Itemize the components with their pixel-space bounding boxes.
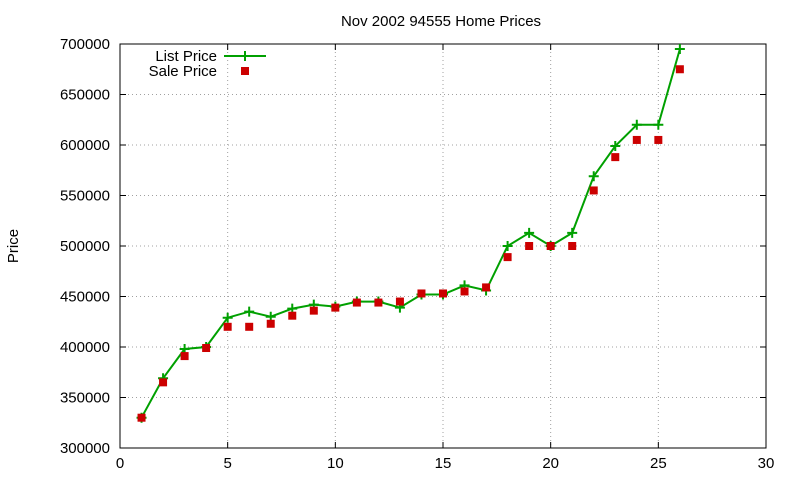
- sale-price-point: [589, 186, 598, 195]
- y-tick-label: 300000: [60, 440, 110, 457]
- list-price-point: [674, 44, 685, 55]
- sale-price-point: [266, 319, 275, 328]
- list-price-point: [502, 241, 513, 251]
- x-tick-label: 30: [758, 455, 775, 472]
- sale-price-point: [482, 283, 491, 292]
- list-price-point: [588, 171, 599, 182]
- y-tick-label: 600000: [60, 137, 110, 154]
- legend-label-sale-price: Sale Price: [149, 63, 217, 80]
- y-tick-label: 700000: [60, 36, 110, 53]
- sale-price-point: [568, 242, 577, 250]
- legend: List Price Sale Price: [149, 48, 266, 80]
- sale-price-point: [654, 135, 663, 144]
- list-price-point: [567, 227, 578, 238]
- list-price-point: [653, 119, 664, 130]
- y-tick-label: 500000: [60, 238, 110, 255]
- list-price-point: [244, 306, 255, 317]
- x-tick-label: 0: [116, 455, 124, 472]
- y-tick-label: 450000: [60, 289, 110, 306]
- list-price-point: [222, 312, 233, 323]
- x-tick-label: 20: [542, 455, 559, 472]
- y-tick-label: 550000: [60, 188, 110, 205]
- sale-price-point: [245, 322, 254, 331]
- sale-price-point: [417, 289, 426, 298]
- legend-label-list-price: List Price: [155, 48, 217, 65]
- sale-price-point: [202, 344, 211, 353]
- sale-price-point: [439, 289, 447, 298]
- sale-price-point: [525, 242, 534, 250]
- sale-price-point: [675, 65, 684, 74]
- y-tick-label: 350000: [60, 390, 110, 407]
- sale-price-point: [180, 352, 189, 361]
- x-tick-label: 5: [223, 455, 231, 472]
- sale-price-point: [288, 311, 297, 320]
- sale-price-point: [395, 297, 404, 306]
- x-tick-label: 15: [435, 455, 452, 472]
- axis-ticks: [119, 43, 767, 449]
- sale-price-point: [223, 322, 232, 331]
- sale-price-point: [503, 253, 512, 262]
- sale-price-point: [632, 135, 641, 144]
- grid: [120, 44, 766, 448]
- sale-price-point: [546, 242, 555, 250]
- x-tick-label: 10: [327, 455, 344, 472]
- sale-price-point: [352, 298, 361, 307]
- sale-price-point: [331, 303, 340, 312]
- sale-price-point: [137, 413, 146, 422]
- sale-price-point: [309, 306, 318, 315]
- y-tick-label: 650000: [60, 87, 110, 104]
- legend-marker-list-price: [240, 51, 250, 61]
- list-price-point: [610, 141, 621, 152]
- chart-title: Nov 2002 94555 Home Prices: [341, 13, 541, 30]
- sale-price-point: [159, 378, 168, 387]
- sale-price-point: [611, 153, 620, 162]
- list-price-line: [140, 48, 681, 419]
- y-tick-label: 400000: [60, 339, 110, 356]
- list-price-point: [524, 227, 535, 238]
- list-price-point: [631, 119, 642, 130]
- x-tick-label: 25: [650, 455, 667, 472]
- y-tick-labels: 300000 350000 400000 450000 500000 550000 6000…: [60, 36, 110, 457]
- sale-price-point: [374, 298, 383, 307]
- legend-marker-sale-price: [241, 67, 249, 75]
- x-tick-labels: 0 5 10 15 20 25 30: [116, 455, 775, 472]
- sale-price-point: [460, 287, 469, 296]
- y-axis-label: Price: [5, 229, 22, 263]
- series-sale-price: [137, 65, 684, 422]
